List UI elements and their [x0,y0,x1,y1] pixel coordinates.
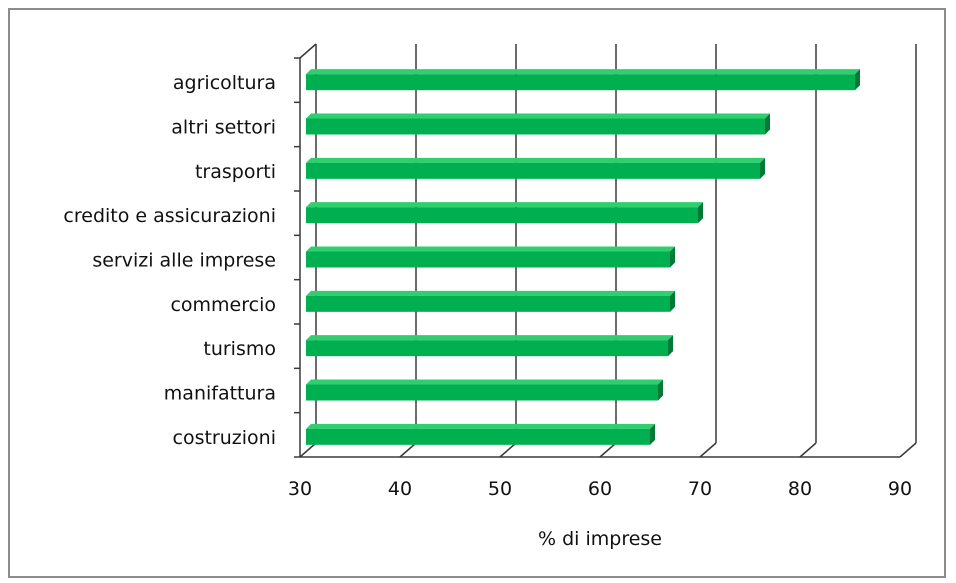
bar-front-face [306,384,658,401]
x-tick-label: 30 [288,478,312,500]
category-label: commercio [170,294,276,316]
floor-gridline [699,442,717,458]
bar-top-face [306,157,765,163]
x-tick-label: 70 [688,478,712,500]
floor-gridline [499,442,517,458]
bar [306,290,675,312]
bar-front-face [306,295,670,312]
category-label: altri settori [171,117,276,139]
bar-top-face [306,335,673,341]
bar [306,113,770,135]
category-label: trasporti [195,161,276,183]
bar-front-face [306,207,698,224]
bars [306,69,860,445]
bar [306,423,655,445]
category-label: servizi alle imprese [92,250,276,272]
bar-top-face [306,379,663,385]
bar-top-face [306,290,675,296]
bar-top-face [306,423,655,429]
bar-side-face [760,157,765,179]
bar-side-face [650,423,655,445]
x-tick-label: 40 [388,478,412,500]
bar-front-face [306,428,650,445]
category-labels: agricoltura altri settori trasporti credito… [63,72,276,449]
bar-side-face [668,335,673,357]
x-tick-label: 90 [888,478,912,500]
bar-side-face [670,290,675,312]
bar-side-face [670,246,675,268]
bar-top-face [306,202,703,208]
bar-front-face [306,118,765,135]
floor-gridline [599,442,617,458]
bar-top-face [306,246,675,252]
bar [306,69,860,91]
bar [306,335,673,357]
bar-front-face [306,74,855,91]
bar [306,202,703,224]
gridlines [299,44,917,458]
x-axis-title: % di imprese [538,528,662,550]
floor-gridline [799,442,817,458]
category-label: manifattura [164,383,276,405]
category-label: costruzioni [173,427,276,449]
category-label: agricoltura [173,72,276,94]
bar-front-face [306,340,668,357]
bar-top-face [306,113,770,119]
bar-side-face [698,202,703,224]
x-tick-label: 80 [788,478,812,500]
x-tick-label: 50 [488,478,512,500]
bar-side-face [855,69,860,91]
bar [306,246,675,268]
floor-gridline [299,442,317,458]
x-tick-label: 60 [588,478,612,500]
bar-top-face [306,69,860,75]
bar-front-face [306,162,760,179]
category-label: turismo [203,338,276,360]
y-axis-top-edge [299,43,317,59]
bar-side-face [658,379,663,401]
floor-gridline [899,442,917,458]
bar-front-face [306,251,670,268]
bar-side-face [765,113,770,135]
category-label: credito e assicurazioni [63,205,276,227]
x-tick-labels: 30 40 50 60 70 80 90 [288,478,912,500]
axes [294,43,900,458]
chart-frame: agricoltura altri settori trasporti credito… [8,8,946,578]
bar [306,157,765,179]
bar [306,379,663,401]
floor-gridline [399,442,417,458]
bar-chart: agricoltura altri settori trasporti credito… [63,43,917,550]
